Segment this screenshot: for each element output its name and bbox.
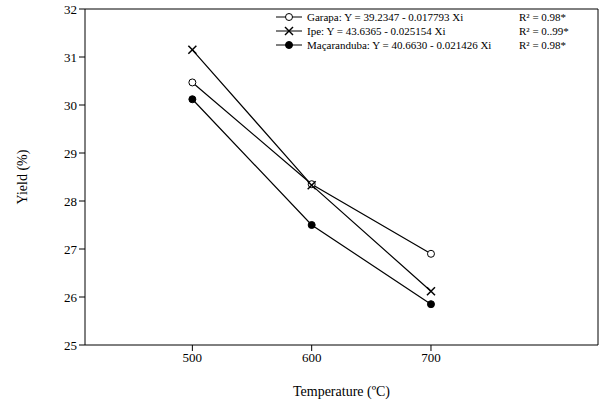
- svg-text:Yield (%): Yield (%): [15, 149, 31, 204]
- svg-text:29: 29: [64, 146, 77, 161]
- svg-text:28: 28: [64, 194, 77, 209]
- svg-text:600: 600: [302, 350, 322, 365]
- html-text:R² = 0.98*: R² = 0.98*: [519, 39, 567, 51]
- html-text:R² = 0.98*: R² = 0.98*: [519, 11, 567, 23]
- html-text:Ipe: Y = 43.6365 - 0.025154 Xi: Ipe: Y = 43.6365 - 0.025154 Xi: [307, 25, 446, 37]
- svg-text:500: 500: [183, 350, 203, 365]
- svg-text:Temperature (ºC): Temperature (ºC): [293, 384, 390, 400]
- svg-text:25: 25: [64, 338, 77, 353]
- html-text:R² = 0..99*: R² = 0..99*: [519, 25, 569, 37]
- svg-text:30: 30: [64, 98, 77, 113]
- svg-text:700: 700: [421, 350, 441, 365]
- svg-text:31: 31: [64, 50, 77, 65]
- svg-text:27: 27: [64, 242, 78, 257]
- svg-text:26: 26: [64, 290, 78, 305]
- html-text:Garapa: Y = 39.2347 - 0.017793: Garapa: Y = 39.2347 - 0.017793 Xi: [307, 11, 464, 23]
- svg-text:32: 32: [64, 2, 77, 17]
- html-text:Maçaranduba: Y = 40.6630 - 0.0: Maçaranduba: Y = 40.6630 - 0.021426 Xi: [307, 39, 492, 51]
